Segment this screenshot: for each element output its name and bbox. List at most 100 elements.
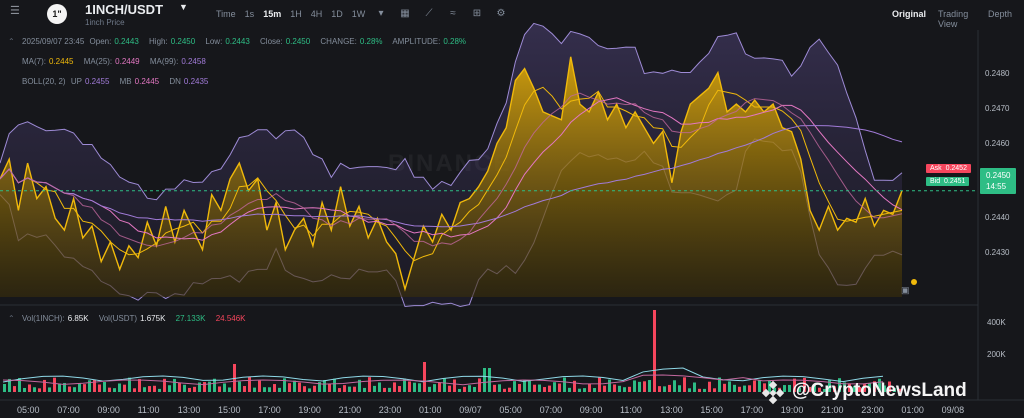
volume-bar — [63, 382, 66, 392]
volume-bar — [198, 382, 201, 392]
interval-1d[interactable]: 1D — [331, 9, 343, 19]
interval-selector: Time 1s 15m 1H 4H 1D 1W — [216, 9, 374, 19]
x-tick: 23:00 — [378, 405, 402, 415]
alert-dot-icon[interactable] — [911, 279, 917, 285]
interval-1s[interactable]: 1s — [244, 9, 255, 19]
volume-bar — [883, 385, 886, 392]
volume-bar — [178, 382, 181, 392]
candle-countdown: 14:55 — [986, 182, 1007, 191]
settings-icon[interactable]: ⚙ — [496, 8, 506, 19]
volume-bar — [803, 377, 806, 392]
bollinger-middle-line — [0, 92, 903, 247]
volume-bar — [888, 381, 891, 392]
volume-bar — [298, 382, 301, 392]
volume-bar — [748, 385, 751, 392]
volume-bar — [868, 383, 871, 392]
y-tick: 0.2470 — [985, 104, 1010, 113]
volume-bar — [448, 385, 451, 392]
volume-bar — [288, 383, 291, 392]
volume-bar — [93, 379, 96, 392]
chart-settings-icon[interactable]: ▣ — [901, 285, 910, 295]
collapse-icon[interactable]: ⌃ — [8, 37, 15, 46]
interval-1h[interactable]: 1H — [290, 9, 302, 19]
ohlc-row: 2025/09/07 23:45 Open: 0.2443 High: 0.2450… — [22, 37, 474, 46]
volume-bar — [218, 386, 221, 392]
volume-bar — [438, 382, 441, 392]
collapse-volume-icon[interactable]: ⌃ — [8, 314, 15, 323]
volume-bar — [58, 383, 61, 392]
x-tick: 07:00 — [539, 405, 563, 415]
volume-bar — [43, 379, 46, 392]
calendar-icon[interactable]: ▦ — [400, 8, 410, 19]
volume-bar — [718, 377, 721, 392]
volume-bar — [458, 388, 461, 392]
ma-row: MA(7): 0.2445 MA(25): 0.2449 MA(99): 0.2458 — [22, 57, 214, 66]
volume-bar — [738, 386, 741, 392]
change-label: CHANGE: — [320, 37, 357, 46]
interval-4h[interactable]: 4H — [310, 9, 323, 19]
pair-subtitle: 1inch Price — [85, 18, 125, 27]
interval-time[interactable]: Time — [216, 9, 236, 19]
volume-bar — [573, 380, 576, 392]
top-bar: ☰ 1" 1INCH/USDT ▼ 1inch Price Time 1s 15… — [0, 0, 1024, 30]
volume-bar — [818, 387, 821, 392]
volume-bar — [208, 381, 211, 392]
tab-original[interactable]: Original — [892, 9, 927, 19]
volume-bar — [398, 386, 401, 392]
low-label: Low: — [205, 37, 223, 46]
low-value: 0.2443 — [225, 37, 250, 46]
interval-15m[interactable]: 15m — [263, 9, 282, 19]
hamburger-icon[interactable]: ☰ — [10, 5, 20, 17]
dropdown-icon[interactable]: ▾ — [378, 8, 384, 19]
volume-bar — [413, 382, 416, 392]
y-tick: 0.2480 — [985, 69, 1010, 78]
close-value: 0.2450 — [285, 37, 311, 46]
volume-bar — [103, 381, 106, 392]
volume-bar — [593, 388, 596, 392]
open-label: Open: — [89, 37, 112, 46]
volume-bar — [453, 379, 456, 392]
volume-bar — [503, 388, 506, 392]
vol-usdt-value: 1.675K — [140, 314, 166, 323]
volume-bar — [403, 378, 406, 392]
volume-bar — [858, 387, 861, 392]
volume-ma2-line — [2, 374, 884, 386]
pair-title[interactable]: 1INCH/USDT — [85, 2, 164, 17]
indicator-icon[interactable]: ≈ — [450, 8, 456, 19]
volume-bar — [108, 387, 111, 392]
volume-bar — [443, 378, 446, 392]
interval-1w[interactable]: 1W — [351, 9, 366, 19]
volume-bar — [488, 368, 491, 392]
line-chart-icon[interactable]: ⟋ — [425, 8, 433, 19]
volume-bar — [143, 387, 146, 392]
high-value: 0.2450 — [170, 37, 196, 46]
volume-bar — [388, 387, 391, 392]
tab-trading-view[interactable]: Trading View — [938, 9, 969, 29]
layout-icon[interactable]: ⊞ — [472, 8, 482, 19]
volume-bar — [378, 382, 381, 392]
volume-bar — [338, 388, 341, 392]
volume-bar — [348, 386, 351, 392]
x-tick: 13:00 — [660, 405, 683, 415]
volume-bar — [668, 384, 671, 392]
ma25-line — [0, 97, 903, 241]
volume-bar — [498, 384, 501, 392]
volume-bar — [173, 378, 176, 392]
volume-bar — [68, 386, 71, 392]
volume-bar — [603, 385, 606, 392]
chevron-down-icon[interactable]: ▼ — [179, 2, 188, 12]
volume-bar — [723, 383, 726, 392]
x-tick: 01:00 — [901, 405, 924, 415]
vol-coin-label: Vol(1INCH): — [22, 314, 65, 323]
volume-bar — [293, 380, 296, 392]
volume-bar — [333, 378, 336, 392]
tab-depth[interactable]: Depth — [987, 9, 1012, 19]
volume-bar — [383, 387, 386, 392]
volume-bar — [253, 387, 256, 392]
ma7-value: 0.2445 — [49, 57, 74, 66]
volume-bar — [673, 380, 676, 392]
volume-bar — [513, 381, 516, 392]
volume-row: Vol(1INCH): 6.85K Vol(USDT) 1.675K 27.133K… — [22, 314, 254, 323]
volume-bar — [678, 385, 681, 392]
